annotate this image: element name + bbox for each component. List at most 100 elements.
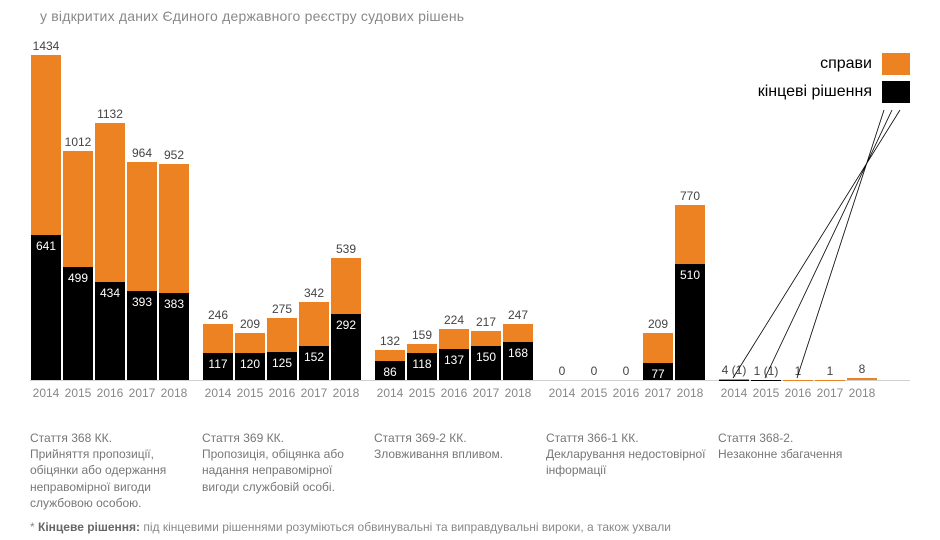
bar-value-label: 159 [407, 328, 437, 344]
bar-value-label: 539 [331, 242, 361, 258]
year-label: 2017 [473, 386, 500, 400]
bar-value-label: 0 [547, 364, 577, 380]
bar-inner: 120 [235, 353, 265, 380]
bar-outer: 20977 [643, 333, 673, 380]
captions-row: Стаття 368 КК. Прийняття пропозиції, обі… [30, 430, 910, 511]
footnote-asterisk: * [30, 520, 38, 534]
bar-inner-label: 292 [331, 318, 361, 332]
bar-column: 5392922018 [331, 258, 361, 400]
bar-inner-label: 510 [675, 268, 705, 282]
bar-inner-label: 393 [127, 295, 157, 309]
bar-value-label: 770 [675, 189, 705, 205]
bar-value-label: 1012 [63, 135, 93, 151]
bar-inner: 117 [203, 353, 233, 380]
bar-outer: 342152 [299, 302, 329, 380]
bar-inner: 168 [503, 342, 533, 380]
bar-column: 4 (1)2014 [719, 379, 749, 400]
bar-inner-label: 137 [439, 353, 469, 367]
bar-inner: 641 [31, 235, 61, 380]
year-label: 2015 [409, 386, 436, 400]
bar-inner: 77 [643, 363, 673, 380]
chart-group: 1434641201410124992015113243420169643932… [30, 60, 190, 400]
bar-value-label: 132 [375, 334, 405, 350]
bar-column: 1 (1)2015 [751, 380, 781, 400]
bar-inner: 86 [375, 361, 405, 380]
year-label: 2016 [785, 386, 812, 400]
year-label: 2016 [269, 386, 296, 400]
footnote: * Кінцеве рішення: під кінцевими рішення… [30, 520, 910, 534]
bar-value-label: 342 [299, 286, 329, 302]
bar-column: 02016 [611, 380, 641, 400]
bar-column: 1434641 2014 [31, 55, 61, 400]
bar-inner: 137 [439, 349, 469, 380]
bar-outer: 1012499 [63, 151, 93, 380]
year-label: 2015 [65, 386, 92, 400]
group-caption: Стаття 369 КК. Пропозиція, обіцянка або … [202, 430, 362, 511]
group-caption: Стаття 366-1 КК. Декларування недостовір… [546, 430, 706, 511]
bar-inner-label: 117 [203, 357, 233, 371]
bar-inner-label: 86 [375, 365, 405, 379]
year-label: 2015 [581, 386, 608, 400]
year-label: 2017 [645, 386, 672, 400]
year-label: 2015 [237, 386, 264, 400]
year-label: 2017 [129, 386, 156, 400]
footnote-bold: Кінцеве рішення: [38, 520, 140, 534]
bar-outer: 952383 [159, 164, 189, 380]
bar-column: 2471682018 [503, 324, 533, 400]
bar-column: 8 2018 [847, 378, 877, 400]
bar-inner: 292 [331, 314, 361, 380]
year-label: 2018 [505, 386, 532, 400]
group-caption: Стаття 368 КК. Прийняття пропозиції, обі… [30, 430, 190, 511]
bar-inner-label: 434 [95, 286, 125, 300]
bar-inner: 383 [159, 293, 189, 380]
bar-column: 11324342016 [95, 123, 125, 400]
year-label: 2017 [817, 386, 844, 400]
bar-outer: 8 [847, 378, 877, 380]
bar-inner-label: 383 [159, 297, 189, 311]
chart-group: 4 (1)20141 (1)2015120161201782018 [718, 60, 878, 400]
bar-value-label: 224 [439, 313, 469, 329]
bar-value-label: 1 [815, 364, 845, 380]
bar-column: 12017 [815, 380, 845, 400]
bar-inner: 150 [471, 346, 501, 380]
year-label: 2018 [849, 386, 876, 400]
bar-column: 9643932017 [127, 162, 157, 401]
bar-column: 2091202015 [235, 333, 265, 400]
bar-outer: 275125 [267, 318, 297, 380]
group-caption: Стаття 368-2. Незаконне збагачення [718, 430, 878, 511]
bar-inner: 434 [95, 282, 125, 380]
chart-bars: 4 (1)20141 (1)2015120161201782018 [719, 60, 877, 400]
bar-column: 02014 [547, 380, 577, 400]
bar-inner-label: 150 [471, 350, 501, 364]
year-label: 2015 [753, 386, 780, 400]
bar-inner: 499 [63, 267, 93, 380]
bar-column: 12016 [783, 380, 813, 400]
bar-column: 1012499 2015 [63, 151, 93, 400]
bar-inner-label: 641 [31, 239, 61, 253]
bar-outer: 224137 [439, 329, 469, 380]
chart-bars: 0201402015020162097720177705102018 [547, 60, 705, 400]
bar-outer: 159118 [407, 344, 437, 380]
year-label: 2018 [161, 386, 188, 400]
bar-column: 2461172014 [203, 324, 233, 400]
bar-inner: 118 [407, 353, 437, 380]
bar-outer: 4 (1) [719, 379, 749, 380]
bar-inner-label: 118 [407, 357, 437, 371]
bar-value-label: 1132 [95, 107, 125, 123]
bar-inner-label: 499 [63, 271, 93, 285]
bar-value-label: 964 [127, 146, 157, 162]
bar-value-label: 4 (1) [719, 363, 749, 379]
bar-outer: 1434641 [31, 55, 61, 380]
bar-value-label: 8 [847, 362, 877, 378]
bar-value-label: 952 [159, 148, 189, 164]
year-label: 2014 [33, 386, 60, 400]
bar-column: 275125 2016 [267, 318, 297, 400]
bar-outer: 246117 [203, 324, 233, 380]
bar-column: 2171502017 [471, 331, 501, 400]
year-label: 2014 [377, 386, 404, 400]
bar-value-label: 1 [783, 364, 813, 380]
year-label: 2018 [333, 386, 360, 400]
bar-outer: 13286 [375, 350, 405, 380]
bar-value-label: 1 (1) [751, 364, 781, 380]
bar-value-label: 209 [643, 317, 673, 333]
